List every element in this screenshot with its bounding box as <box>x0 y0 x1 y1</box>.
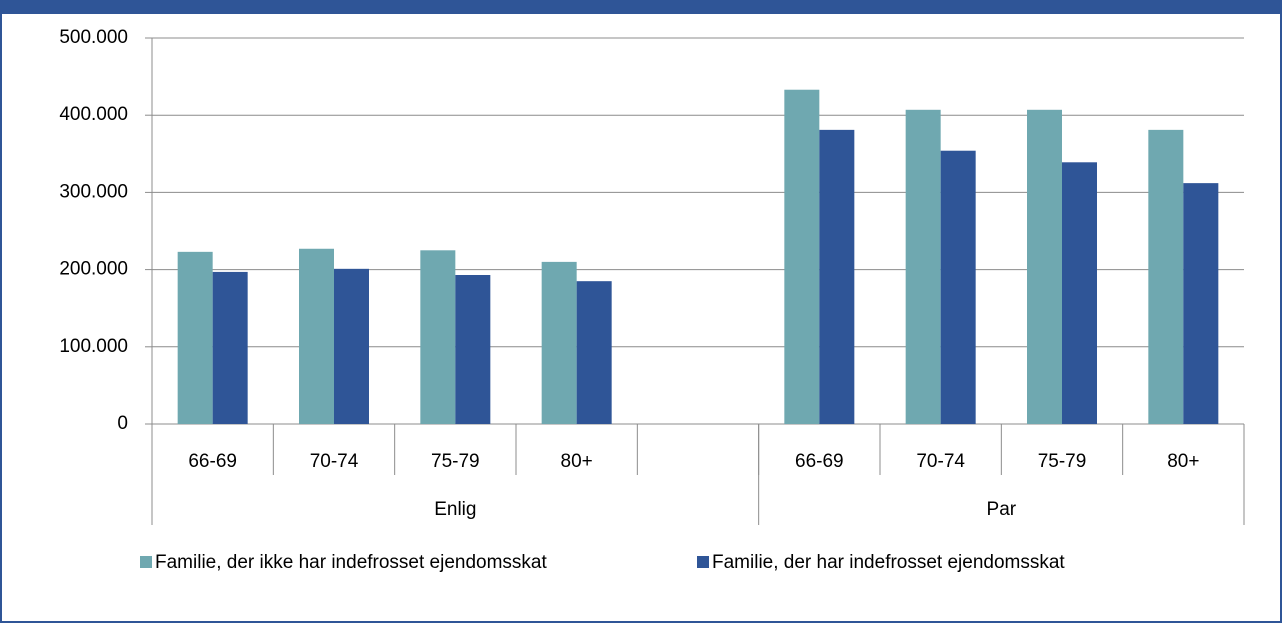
group-label: Par <box>987 499 1017 520</box>
header-band <box>0 0 1282 14</box>
bar <box>1183 183 1219 424</box>
bar <box>541 261 577 424</box>
y-tick-label: 400.000 <box>59 104 128 125</box>
y-tick-label: 500.000 <box>59 27 128 48</box>
bar <box>1148 129 1184 425</box>
legend-label: Familie, der har indefrosset ejendomsska… <box>712 552 1065 573</box>
bar <box>940 150 976 424</box>
legend-swatch <box>140 556 152 568</box>
y-tick-label: 0 <box>117 413 128 434</box>
x-tick-label: 80+ <box>1167 451 1199 472</box>
y-tick-label: 300.000 <box>59 181 128 202</box>
bar <box>905 109 941 425</box>
y-tick-label: 100.000 <box>59 336 128 357</box>
legend-swatch <box>697 556 709 568</box>
bar <box>212 271 248 424</box>
y-tick-label: 200.000 <box>59 259 128 280</box>
x-tick-label: 70-74 <box>310 451 359 472</box>
legend-label: Familie, der ikke har indefrosset ejendo… <box>155 552 548 573</box>
bar <box>455 275 491 424</box>
group-label: Enlig <box>434 499 476 520</box>
x-tick-label: 66-69 <box>188 451 237 472</box>
x-tick-label: 75-79 <box>1038 451 1087 472</box>
bar <box>420 250 456 424</box>
bar <box>334 268 369 424</box>
x-tick-label: 80+ <box>561 451 593 472</box>
bar <box>784 89 820 424</box>
bar <box>1027 109 1062 425</box>
bar <box>1062 162 1097 425</box>
x-tick-label: 66-69 <box>795 451 844 472</box>
x-tick-label: 70-74 <box>916 451 965 472</box>
x-tick-label: 75-79 <box>431 451 480 472</box>
bar <box>299 248 334 424</box>
bar <box>177 251 213 424</box>
bar <box>576 281 612 424</box>
bar <box>819 129 855 425</box>
